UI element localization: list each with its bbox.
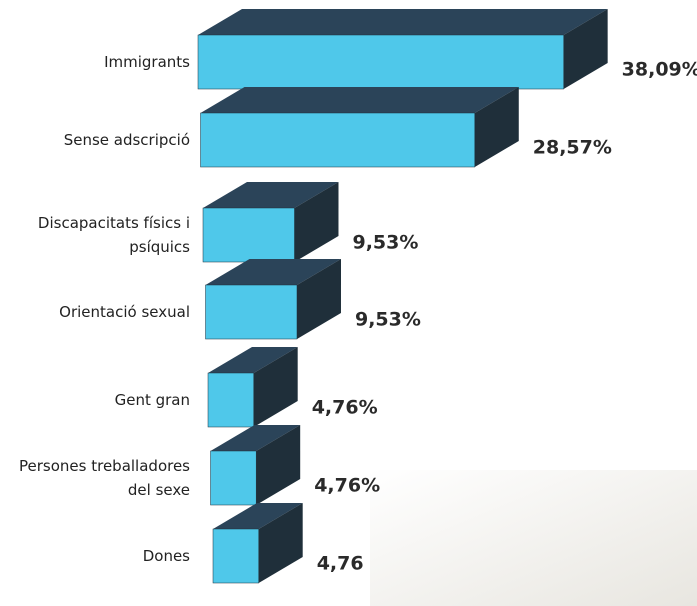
photo-background bbox=[370, 470, 697, 606]
value-label: 9,53% bbox=[352, 232, 418, 254]
category-label: Orientació sexual bbox=[0, 300, 190, 324]
bar bbox=[211, 425, 301, 505]
value-label: 4,76% bbox=[314, 475, 380, 497]
category-label: Dones bbox=[0, 544, 190, 568]
bar-top bbox=[198, 9, 608, 35]
bar-front bbox=[208, 373, 254, 427]
value-label: 28,57% bbox=[533, 137, 612, 159]
bar-front bbox=[206, 285, 297, 339]
value-label: 9,53% bbox=[355, 309, 421, 331]
category-label: Discapacitats físics i psíquics bbox=[0, 211, 190, 259]
value-label: 4,76 bbox=[317, 553, 364, 575]
bar bbox=[208, 347, 298, 427]
chart: 38,09% 28,57% 9,53% 9,53% 4,76% 4,76% 4,76 Imm… bbox=[0, 0, 697, 606]
bar bbox=[206, 259, 341, 339]
bar bbox=[201, 87, 519, 167]
bar-front bbox=[201, 113, 475, 167]
bar-front bbox=[211, 451, 257, 505]
bar bbox=[203, 182, 338, 262]
bar-front bbox=[203, 208, 294, 262]
bar bbox=[213, 503, 303, 583]
category-label: Sense adscripció bbox=[0, 128, 190, 152]
value-label: 38,09% bbox=[622, 59, 697, 81]
bar bbox=[198, 9, 608, 89]
bar-front bbox=[198, 35, 564, 89]
bar-front bbox=[213, 529, 259, 583]
category-label: Immigrants bbox=[0, 50, 190, 74]
bar-top bbox=[201, 87, 519, 113]
category-label: Persones treballadores del sexe bbox=[0, 454, 190, 502]
category-label: Gent gran bbox=[0, 388, 190, 412]
value-label: 4,76% bbox=[312, 397, 378, 419]
